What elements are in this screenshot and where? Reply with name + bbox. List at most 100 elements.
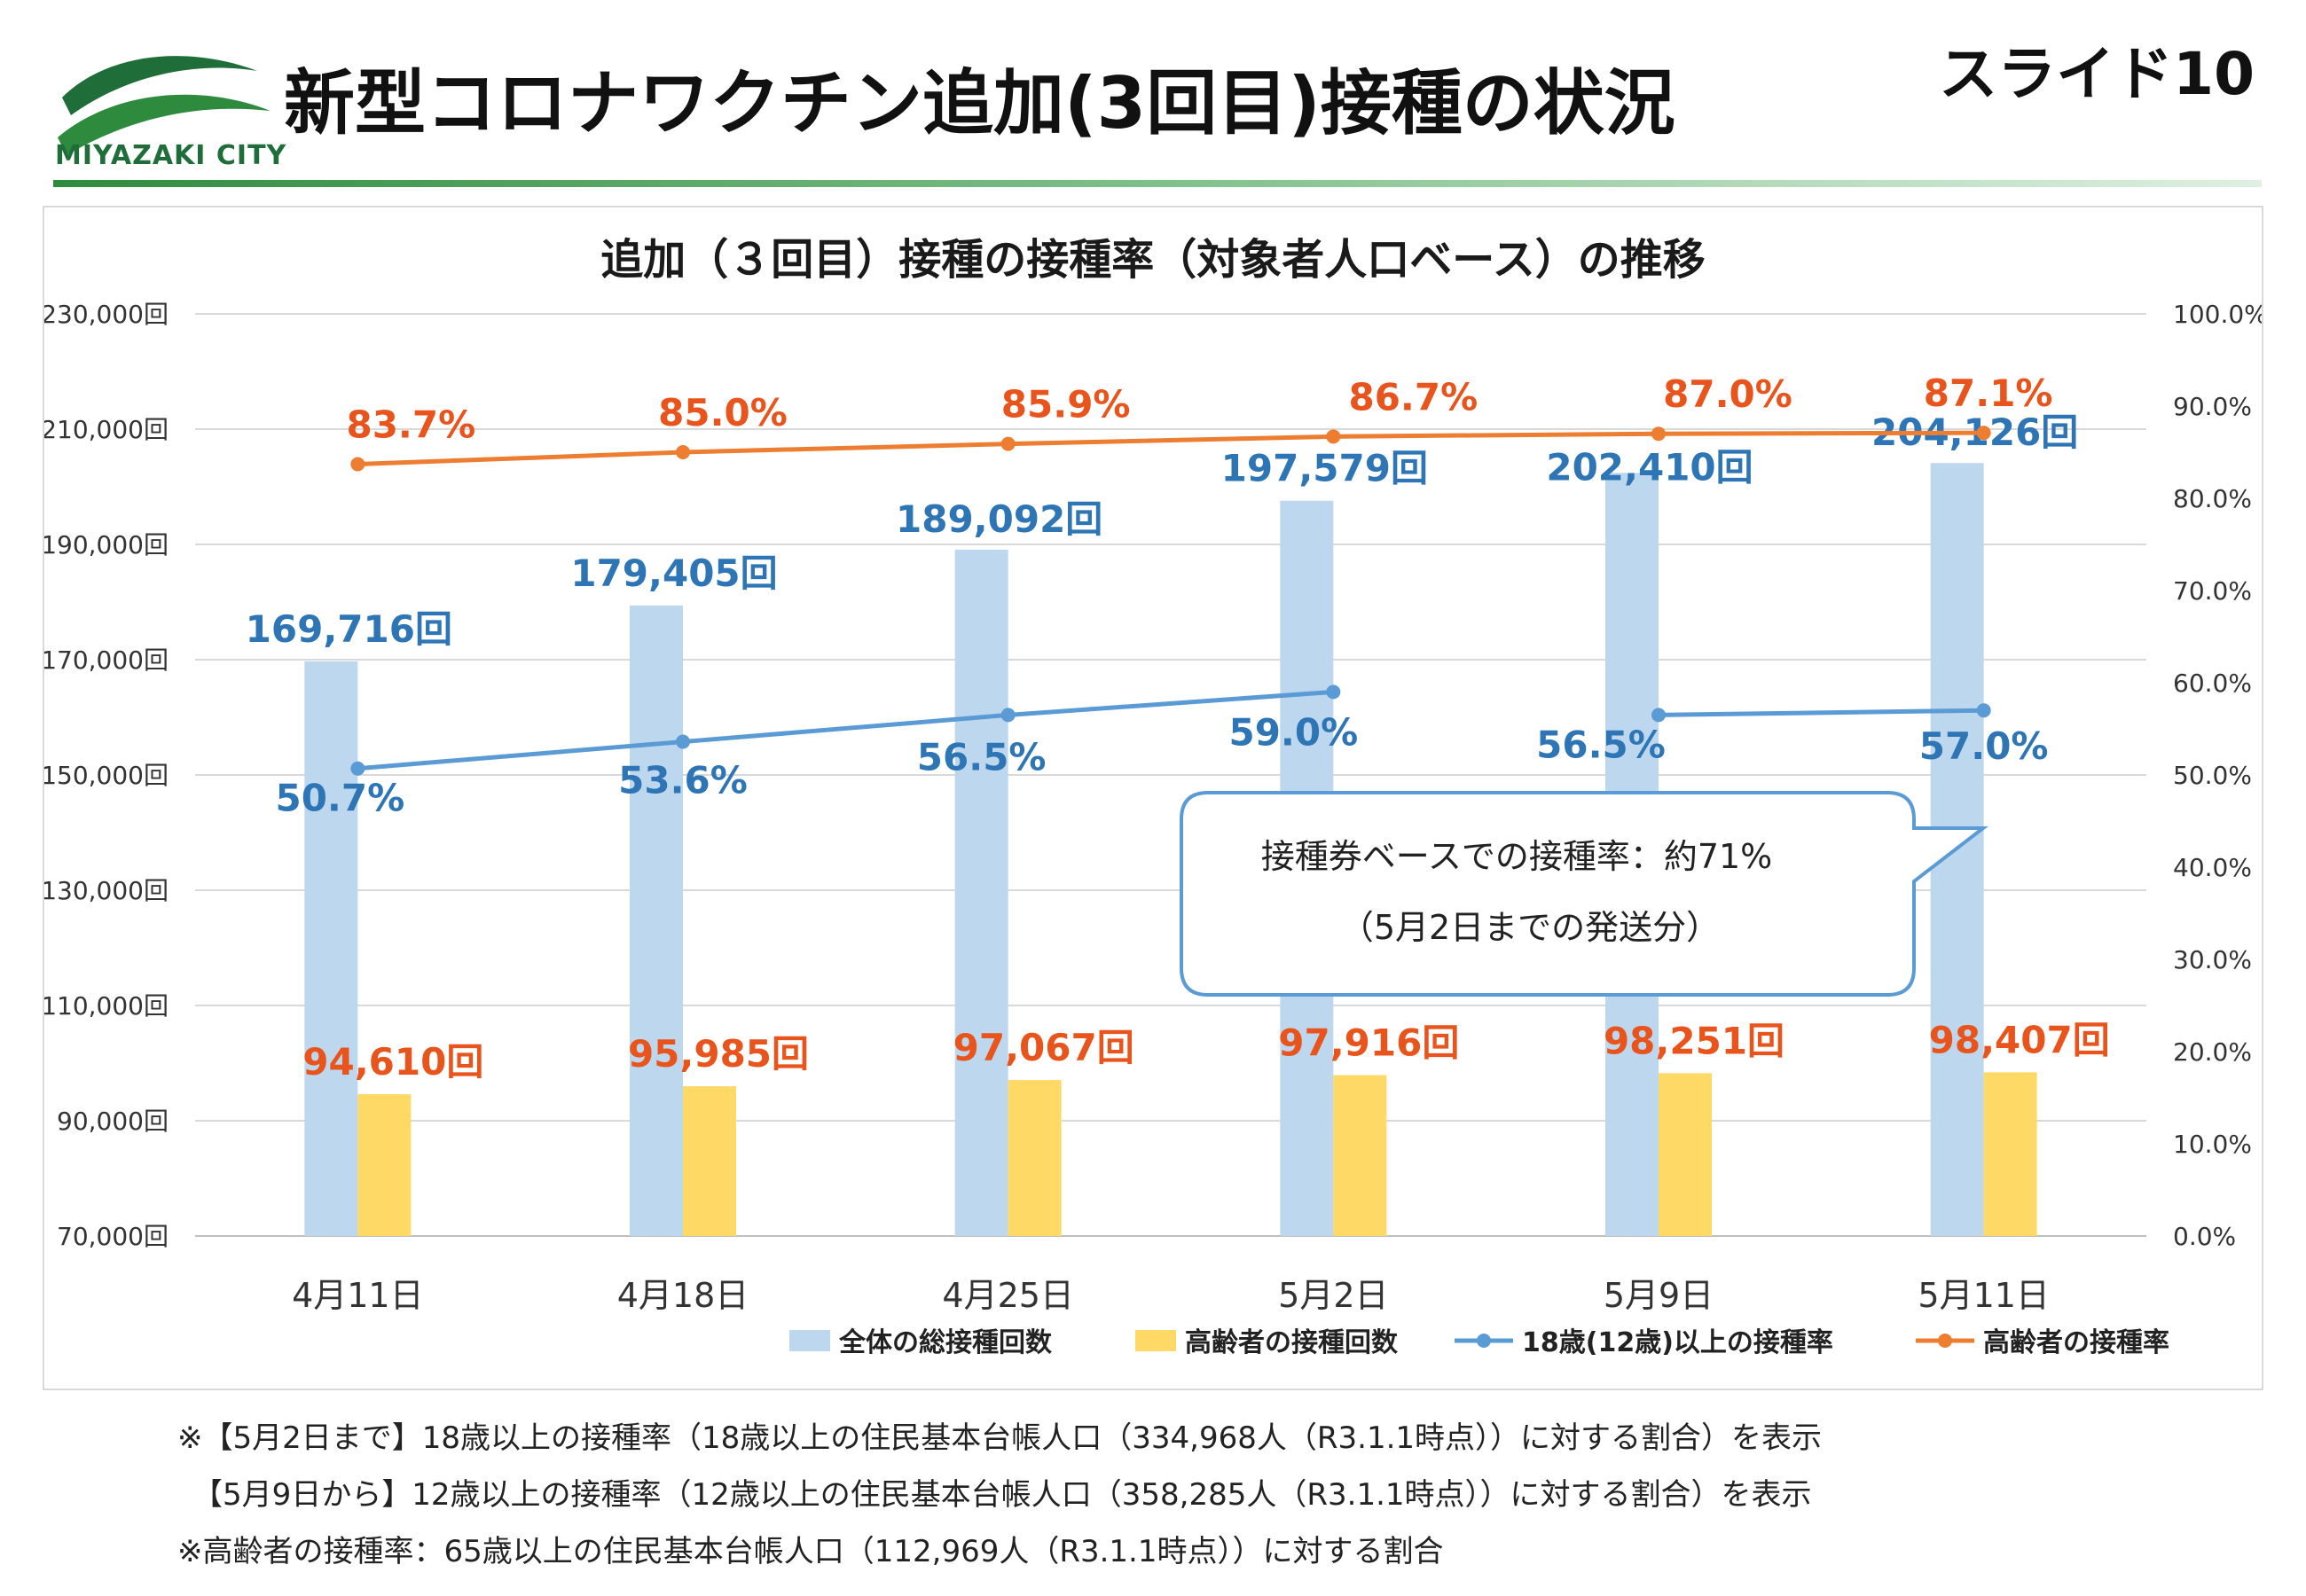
logo-text: MIYAZAKI CITY xyxy=(55,140,287,171)
point-elderly-rate xyxy=(1326,429,1341,444)
data-label-adult-rate: 50.7% xyxy=(275,777,404,820)
line-elderly-rate xyxy=(357,430,1984,467)
left-tick-label: 150,000回 xyxy=(44,761,169,790)
point-adult-rate xyxy=(350,761,365,776)
legend-swatch xyxy=(789,1330,830,1351)
line-adult-rate xyxy=(357,689,1334,771)
footnote-2: 【5月9日から】12歳以上の接種率（12歳以上の住民基本台帳人口（358,285… xyxy=(177,1477,1812,1513)
bar-elderly-count xyxy=(357,1094,412,1236)
bar-total-count xyxy=(630,605,683,1236)
legend-swatch-marker xyxy=(1938,1334,1952,1348)
category-label: 5月11日 xyxy=(1918,1276,2050,1315)
right-axis: 100.0% 90.0% 80.0% 70.0% 60.0% 50.0% 40.0% 30.0… xyxy=(2173,300,2262,1251)
bar-elderly-count xyxy=(1008,1080,1062,1236)
page-title: 新型コロナワクチン追加(3回目)接種の状況 xyxy=(284,62,1675,145)
category-label: 4月11日 xyxy=(292,1276,424,1315)
gridlines xyxy=(195,313,2146,1237)
vaccination-chart: 追加（３回目）接種の接種率（対象者人口ベース）の推移 230,000回 210,0… xyxy=(44,235,2262,1358)
data-label-elderly-rate: 83.7% xyxy=(346,403,475,447)
bar-total-count xyxy=(304,661,358,1236)
right-tick-label: 0.0% xyxy=(2173,1222,2236,1251)
data-label-elderly: 98,407回 xyxy=(1929,1018,2110,1061)
bar-elderly-count xyxy=(1983,1072,2037,1236)
data-label-elderly-rate: 85.9% xyxy=(1001,383,1131,426)
left-tick-label: 230,000回 xyxy=(44,300,169,329)
callout-line1: 接種券ベースでの接種率：約71% xyxy=(1261,837,1773,876)
point-elderly-rate xyxy=(676,445,690,459)
chart-legend: 全体の総接種回数 高齢者の接種回数 18歳(12歳)以上の接種率 高齢者の接種率 xyxy=(789,1327,2169,1358)
right-tick-label: 80.0% xyxy=(2173,484,2252,513)
data-label-elderly: 97,067回 xyxy=(953,1026,1134,1069)
point-adult-rate xyxy=(1976,703,1991,718)
data-label-total: 179,405回 xyxy=(570,552,777,595)
right-tick-label: 50.0% xyxy=(2173,761,2252,790)
data-label-elderly: 94,610回 xyxy=(302,1040,483,1084)
line-series: 50.7% 53.6% 56.5% 59.0% 56.5% 57.0% 83.7% 85.0%… xyxy=(275,372,2052,820)
category-label: 4月25日 xyxy=(942,1276,1074,1315)
point-adult-rate xyxy=(1326,685,1341,700)
right-tick-label: 70.0% xyxy=(2173,576,2252,606)
legend-swatch-marker xyxy=(1477,1334,1491,1348)
header-divider xyxy=(53,180,2262,187)
callout-shape xyxy=(1180,791,1988,997)
slide-number: スライド10 xyxy=(1939,40,2255,108)
data-label-elderly-rate: 87.0% xyxy=(1663,372,1792,416)
left-axis: 230,000回 210,000回 190,000回 170,000回 150,000回… xyxy=(44,300,169,1251)
category-label: 5月9日 xyxy=(1604,1276,1714,1315)
callout-box: 接種券ベースでの接種率：約71% （5月2日までの発送分） xyxy=(1180,791,1988,997)
point-adult-rate xyxy=(676,734,690,749)
right-tick-label: 100.0% xyxy=(2173,300,2262,329)
bar-elderly-count xyxy=(1659,1073,1712,1236)
right-tick-label: 10.0% xyxy=(2173,1130,2252,1159)
point-elderly-rate xyxy=(1000,436,1016,451)
legend-label: 18歳(12歳)以上の接種率 xyxy=(1522,1327,1833,1358)
legend-swatch xyxy=(1135,1330,1176,1351)
right-tick-label: 40.0% xyxy=(2173,853,2252,882)
data-label-elderly: 95,985回 xyxy=(628,1032,809,1076)
chart-panel: 追加（３回目）接種の接種率（対象者人口ベース）の推移 230,000回 210,0… xyxy=(43,206,2263,1390)
right-tick-label: 30.0% xyxy=(2173,945,2252,974)
footnote-3: ※高齢者の接種率：65歳以上の住民基本台帳人口（112,969人（R3.1.1時… xyxy=(177,1534,1444,1569)
right-tick-label: 90.0% xyxy=(2173,392,2252,421)
data-label-elderly-rate: 85.0% xyxy=(658,391,788,434)
left-tick-label: 110,000回 xyxy=(44,991,169,1021)
chart-title: 追加（３回目）接種の接種率（対象者人口ベース）の推移 xyxy=(600,235,1706,285)
category-label: 5月2日 xyxy=(1278,1276,1388,1315)
right-tick-label: 60.0% xyxy=(2173,669,2252,698)
data-label-elderly-rate: 86.7% xyxy=(1348,375,1478,419)
miyazaki-city-logo xyxy=(58,56,271,155)
data-label-adult-rate: 56.5% xyxy=(1536,723,1666,766)
data-label-elderly: 97,916回 xyxy=(1278,1021,1459,1065)
data-label-adult-rate: 57.0% xyxy=(1919,724,2049,768)
point-elderly-rate xyxy=(350,457,365,472)
data-label-elderly: 98,251回 xyxy=(1604,1019,1784,1062)
left-tick-label: 130,000回 xyxy=(44,876,169,905)
data-label-adult-rate: 56.5% xyxy=(917,735,1047,778)
category-label: 4月18日 xyxy=(617,1276,749,1315)
bar-total-count xyxy=(954,549,1008,1236)
bar-elderly-count xyxy=(683,1086,736,1236)
legend-label: 全体の総接種回数 xyxy=(838,1327,1053,1358)
left-tick-label: 210,000回 xyxy=(44,415,169,444)
data-label-adult-rate: 53.6% xyxy=(618,759,748,802)
left-tick-label: 190,000回 xyxy=(44,530,169,559)
footnote-1: ※【5月2日まで】18歳以上の接種率（18歳以上の住民基本台帳人口（334,96… xyxy=(177,1420,1823,1456)
left-tick-label: 70,000回 xyxy=(57,1222,169,1251)
point-elderly-rate xyxy=(1651,426,1666,442)
point-elderly-rate xyxy=(1976,426,1991,441)
point-adult-rate xyxy=(1000,708,1016,723)
data-label-total: 189,092回 xyxy=(896,497,1102,541)
data-label-elderly-rate: 87.1% xyxy=(1924,372,2053,415)
footnotes: ※【5月2日まで】18歳以上の接種率（18歳以上の住民基本台帳人口（334,96… xyxy=(177,1410,1822,1580)
right-tick-label: 20.0% xyxy=(2173,1037,2252,1067)
left-tick-label: 90,000回 xyxy=(57,1107,169,1136)
x-axis: 4月11日 4月18日 4月25日 5月2日 5月9日 5月11日 xyxy=(292,1276,2050,1315)
bar-series: 169,716回 179,405回 189,092回 197,579回 202,410回… xyxy=(246,411,2110,1236)
data-label-total: 197,579回 xyxy=(1221,447,1428,490)
left-tick-label: 170,000回 xyxy=(44,645,169,675)
data-label-total: 169,716回 xyxy=(246,607,452,651)
data-label-adult-rate: 59.0% xyxy=(1228,710,1358,754)
bar-elderly-count xyxy=(1333,1075,1387,1236)
point-adult-rate xyxy=(1651,708,1666,723)
legend-label: 高齢者の接種率 xyxy=(1983,1327,2169,1358)
